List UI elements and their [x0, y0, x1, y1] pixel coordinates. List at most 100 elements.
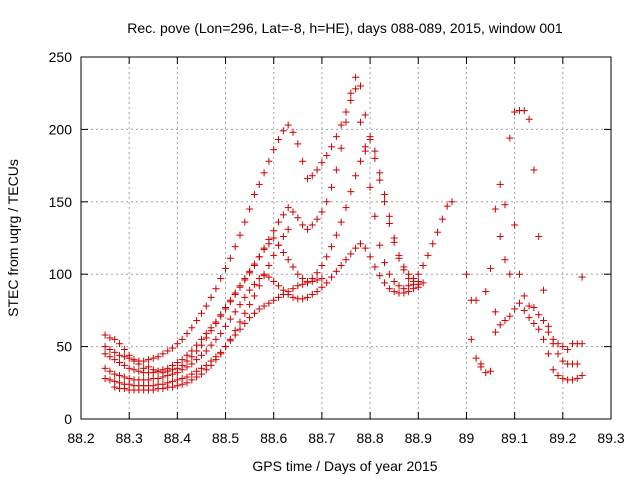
data-point [371, 147, 379, 155]
data-point [270, 277, 278, 285]
data-point [236, 301, 244, 309]
data-point [501, 201, 509, 209]
data-point [106, 367, 114, 375]
data-point [202, 330, 210, 338]
y-tick-label: 100 [49, 266, 73, 282]
data-point [246, 205, 254, 213]
data-point [222, 343, 230, 351]
data-point [116, 372, 124, 380]
data-point [284, 225, 292, 233]
data-point [559, 374, 567, 382]
data-point [197, 351, 205, 359]
data-point [520, 306, 528, 314]
data-point [250, 260, 258, 268]
data-point [241, 293, 249, 301]
y-tick-label: 200 [49, 121, 73, 137]
data-point [337, 218, 345, 226]
data-point [366, 183, 374, 191]
data-point [279, 127, 287, 135]
data-point [284, 121, 292, 129]
data-point [390, 238, 398, 246]
data-point [337, 144, 345, 152]
data-point [193, 317, 201, 325]
data-point [313, 276, 321, 284]
data-point [443, 202, 451, 210]
data-point [169, 383, 177, 391]
y-tick-label: 0 [64, 411, 72, 427]
data-point [197, 370, 205, 378]
data-point [236, 282, 244, 290]
data-point [332, 267, 340, 275]
data-points [101, 73, 586, 394]
data-point [544, 350, 552, 358]
data-point [313, 166, 321, 174]
data-point [120, 361, 128, 369]
data-point [299, 280, 307, 288]
data-point [101, 374, 109, 382]
x-tick-label: 88.9 [405, 430, 432, 446]
data-point [255, 282, 263, 290]
data-point [289, 285, 297, 293]
data-point [279, 211, 287, 219]
data-point [154, 353, 162, 361]
data-point [275, 136, 283, 144]
data-point [405, 275, 413, 283]
data-point [159, 366, 167, 374]
data-point [275, 293, 283, 301]
data-point [515, 270, 523, 278]
data-point [106, 376, 114, 384]
data-point [381, 279, 389, 287]
data-point [376, 241, 384, 249]
x-tick-labels: 88.2 88.3 88.4 88.5 88.6 88.7 88.8 88.9 89 89.1 89… [67, 430, 624, 446]
data-point [106, 345, 114, 353]
data-point [284, 256, 292, 264]
data-point [255, 275, 263, 283]
data-point [366, 136, 374, 144]
x-tick-label: 89.2 [549, 430, 576, 446]
data-point [289, 208, 297, 216]
data-point [356, 240, 364, 248]
data-point [289, 263, 297, 271]
data-point [101, 343, 109, 351]
data-point [323, 151, 331, 159]
data-point [270, 296, 278, 304]
data-point [289, 293, 297, 301]
data-point [376, 272, 384, 280]
data-point [409, 285, 417, 293]
data-point [429, 240, 437, 248]
data-point [385, 220, 393, 228]
data-point [140, 357, 148, 365]
data-point [255, 305, 263, 313]
data-point [106, 353, 114, 361]
data-point [265, 262, 273, 270]
data-point [207, 293, 215, 301]
data-point [236, 325, 244, 333]
data-point [511, 221, 519, 229]
data-point [116, 351, 124, 359]
data-point [246, 301, 254, 309]
data-point [159, 373, 167, 381]
data-point [212, 356, 220, 364]
data-point [250, 292, 258, 300]
data-point [337, 262, 345, 270]
data-point [120, 385, 128, 393]
data-point [554, 340, 562, 348]
data-point [332, 231, 340, 239]
data-point [212, 318, 220, 326]
data-point [376, 176, 384, 184]
data-point [506, 312, 514, 320]
data-point [212, 285, 220, 293]
y-tick-labels: 0 50 100 150 200 250 [49, 49, 73, 427]
data-point [390, 288, 398, 296]
data-point [111, 356, 119, 364]
y-tick-label: 50 [56, 339, 72, 355]
x-tick-label: 89 [459, 430, 475, 446]
data-point [491, 205, 499, 213]
data-point [231, 327, 239, 335]
data-point [255, 180, 263, 188]
data-point [400, 266, 408, 274]
data-point [342, 204, 350, 212]
data-point [559, 357, 567, 365]
data-point [294, 214, 302, 222]
data-point [559, 343, 567, 351]
